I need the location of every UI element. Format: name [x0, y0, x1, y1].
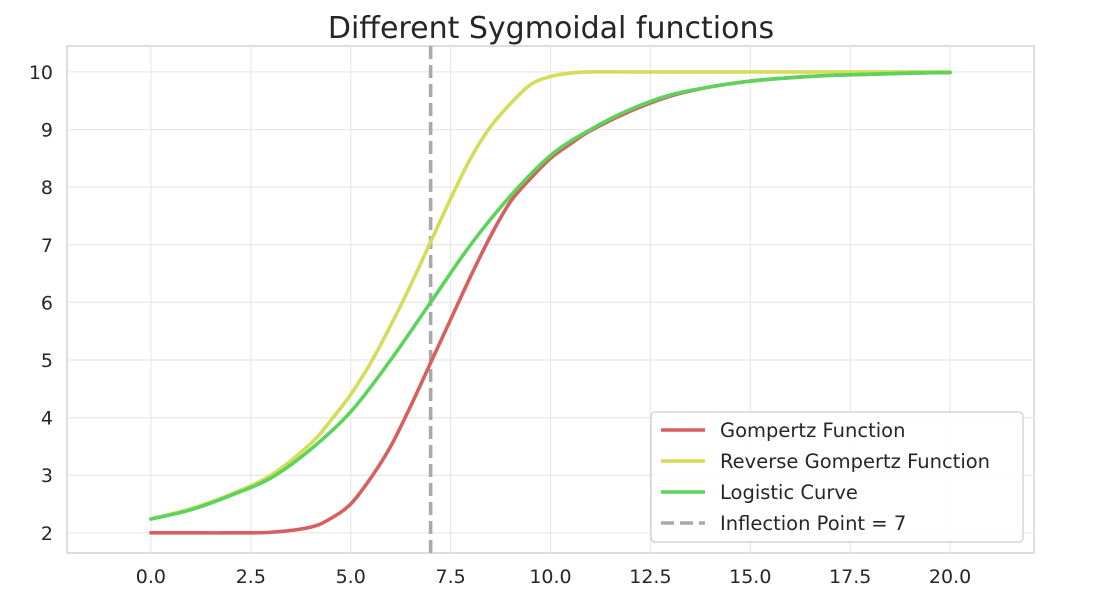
y-tick-label: 9 — [41, 120, 53, 142]
legend-label: Logistic Curve — [720, 481, 858, 504]
reverse-gompertz-function-line — [149, 70, 952, 521]
logistic-curve-line — [149, 70, 952, 521]
legend-label: Inflection Point = 7 — [720, 512, 906, 535]
legend-label: Gompertz Function — [720, 419, 905, 442]
tick-labels: 0.0 2.5 5.0 7.5 10.0 12.5 15.0 17.5 20.0 2 3 4 5 6 7 8 9… — [29, 62, 971, 588]
legend-label: Reverse Gompertz Function — [720, 450, 990, 473]
x-tick-label: 12.5 — [629, 566, 671, 588]
y-tick-label: 5 — [41, 350, 53, 372]
x-tick-label: 7.5 — [435, 566, 465, 588]
x-tick-label: 20.0 — [929, 566, 971, 588]
y-tick-label: 3 — [41, 465, 53, 487]
y-tick-label: 8 — [41, 177, 53, 199]
x-tick-label: 15.0 — [729, 566, 771, 588]
y-tick-label: 2 — [41, 523, 53, 545]
series-lines — [149, 70, 952, 535]
x-tick-label: 10.0 — [529, 566, 571, 588]
y-tick-label: 10 — [29, 62, 53, 84]
chart-title: Different Sygmoidal functions — [328, 11, 774, 46]
y-tick-label: 7 — [41, 235, 53, 257]
legend: Gompertz Function Reverse Gompertz Functi… — [650, 411, 1024, 543]
x-tick-label: 17.5 — [829, 566, 871, 588]
legend-box — [650, 411, 1024, 543]
y-tick-label: 4 — [41, 408, 53, 430]
x-tick-label: 2.5 — [236, 566, 266, 588]
x-tick-label: 5.0 — [336, 566, 366, 588]
y-tick-label: 6 — [41, 292, 53, 314]
x-tick-label: 0.0 — [136, 566, 166, 588]
